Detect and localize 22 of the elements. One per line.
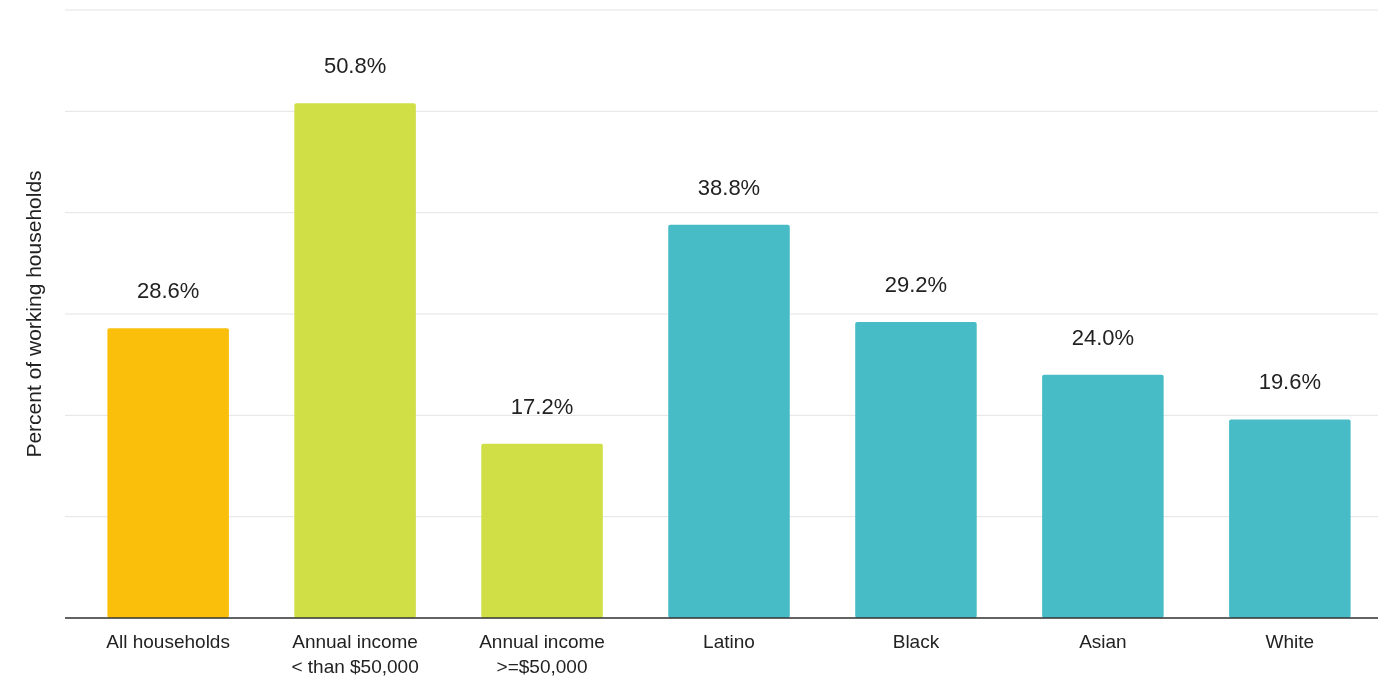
x-tick-label: Black xyxy=(892,631,940,652)
bar xyxy=(107,328,229,618)
data-label: 28.6% xyxy=(136,278,200,304)
data-label: 50.8% xyxy=(323,53,387,79)
data-label: 29.2% xyxy=(884,272,948,298)
data-label: 24.0% xyxy=(1071,324,1135,350)
data-label: 19.6% xyxy=(1258,369,1322,395)
bar xyxy=(1042,374,1164,618)
data-label: 17.2% xyxy=(510,393,574,419)
y-axis-title: Percent of working households xyxy=(22,170,45,458)
x-tick-label: Latino xyxy=(703,631,755,652)
bar xyxy=(1229,419,1351,618)
x-tick-label: White xyxy=(1265,631,1315,652)
x-tick-label: Annual income < than $50,000 xyxy=(291,631,419,677)
x-tick-label: Asian xyxy=(1079,631,1127,652)
x-tick-label: Annual income >=$50,000 xyxy=(479,631,605,677)
bar xyxy=(855,322,977,618)
bar xyxy=(294,103,416,618)
data-label: 38.8% xyxy=(697,174,761,200)
bar xyxy=(668,224,790,618)
bar xyxy=(481,443,603,618)
x-tick-label: All households xyxy=(106,631,230,652)
